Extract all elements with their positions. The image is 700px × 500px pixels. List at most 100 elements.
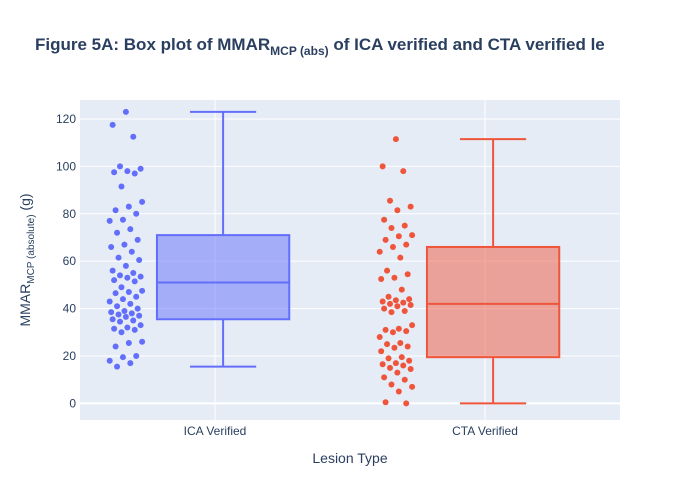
iqr-box — [155, 234, 291, 321]
data-point — [384, 267, 391, 274]
data-point — [128, 310, 135, 317]
chart-title-subscript: MCP (abs) — [270, 44, 328, 58]
data-point — [137, 322, 144, 329]
data-point — [119, 296, 126, 303]
data-point — [376, 334, 383, 341]
data-point — [387, 197, 394, 204]
data-point — [106, 217, 113, 224]
data-point — [392, 136, 399, 143]
data-point — [394, 207, 401, 214]
data-point — [131, 326, 138, 333]
data-point — [392, 360, 399, 367]
data-point — [404, 343, 411, 350]
data-point — [381, 216, 388, 223]
data-point — [379, 361, 386, 368]
data-point — [409, 232, 416, 239]
data-point — [117, 163, 124, 170]
data-point — [388, 225, 395, 231]
data-point — [407, 302, 414, 309]
data-point — [395, 388, 402, 395]
data-point — [139, 338, 146, 345]
data-point — [401, 376, 408, 383]
data-point — [122, 108, 129, 115]
data-point — [400, 299, 407, 306]
chart-title-rest: of ICA verified and CTA verified le — [329, 35, 605, 54]
data-point — [136, 312, 143, 319]
data-point — [117, 318, 124, 325]
data-point — [131, 278, 138, 285]
data-point — [108, 309, 115, 316]
data-point — [384, 341, 391, 348]
data-point — [130, 270, 137, 277]
data-point — [137, 273, 144, 280]
data-point — [407, 203, 414, 210]
box-group-0 — [106, 108, 291, 370]
data-point — [114, 363, 121, 370]
y-tick-label: 20 — [63, 349, 77, 363]
data-point — [131, 170, 138, 177]
data-point — [401, 307, 408, 314]
data-point — [382, 399, 389, 406]
data-point — [108, 243, 115, 250]
data-point — [378, 348, 385, 355]
data-point — [133, 210, 140, 217]
x-tick-label: CTA Verified — [452, 424, 518, 438]
data-point — [381, 374, 388, 381]
data-point — [115, 254, 122, 261]
data-point — [127, 226, 134, 233]
chart-title: Figure 5A: Box plot of MMARMCP (abs) of … — [35, 35, 605, 58]
data-point — [407, 366, 414, 373]
data-point — [117, 272, 124, 279]
data-point — [119, 354, 126, 361]
data-point — [398, 354, 405, 361]
data-point — [378, 275, 385, 282]
y-tick-label: 80 — [63, 207, 77, 221]
data-point — [128, 248, 135, 255]
y-tick-label: 120 — [56, 112, 76, 126]
data-point — [379, 163, 386, 170]
plot-area: 0 20 40 60 80 100 120 ICA Verified CTA Verified — [56, 100, 620, 438]
data-point — [382, 236, 389, 243]
data-point — [392, 297, 399, 304]
data-point — [403, 241, 410, 248]
data-point — [388, 309, 395, 316]
data-point — [112, 207, 119, 214]
data-point — [139, 287, 146, 294]
data-point — [403, 328, 410, 335]
data-point — [406, 296, 413, 303]
data-point — [394, 369, 401, 376]
data-point — [127, 360, 134, 367]
data-point — [139, 198, 146, 205]
data-point — [381, 305, 388, 312]
data-point — [127, 300, 134, 307]
data-point — [397, 254, 404, 261]
data-point — [111, 169, 118, 176]
data-point — [109, 316, 116, 323]
data-point — [111, 277, 118, 284]
data-point — [395, 325, 402, 332]
data-point — [112, 343, 119, 350]
data-point — [389, 329, 396, 336]
data-point — [106, 357, 113, 364]
data-point — [124, 274, 131, 281]
data-point — [118, 284, 125, 291]
data-point — [118, 183, 125, 190]
y-axis-title-subscript: MCP (absolute) — [26, 214, 37, 283]
data-point — [387, 364, 394, 371]
data-point — [114, 303, 121, 310]
data-point — [118, 329, 125, 336]
data-point — [409, 383, 416, 390]
y-axis-title: MMARMCP (absolute) (g) — [17, 193, 37, 326]
data-point — [401, 222, 408, 229]
data-point — [376, 248, 383, 255]
y-tick-label: 60 — [63, 254, 77, 268]
data-point — [111, 325, 118, 332]
data-point — [122, 262, 129, 269]
data-point — [115, 311, 122, 318]
data-point — [124, 324, 131, 331]
data-point — [385, 293, 392, 300]
data-point — [395, 233, 402, 240]
x-axis-title: Lesion Type — [312, 450, 387, 466]
data-point — [109, 267, 116, 274]
